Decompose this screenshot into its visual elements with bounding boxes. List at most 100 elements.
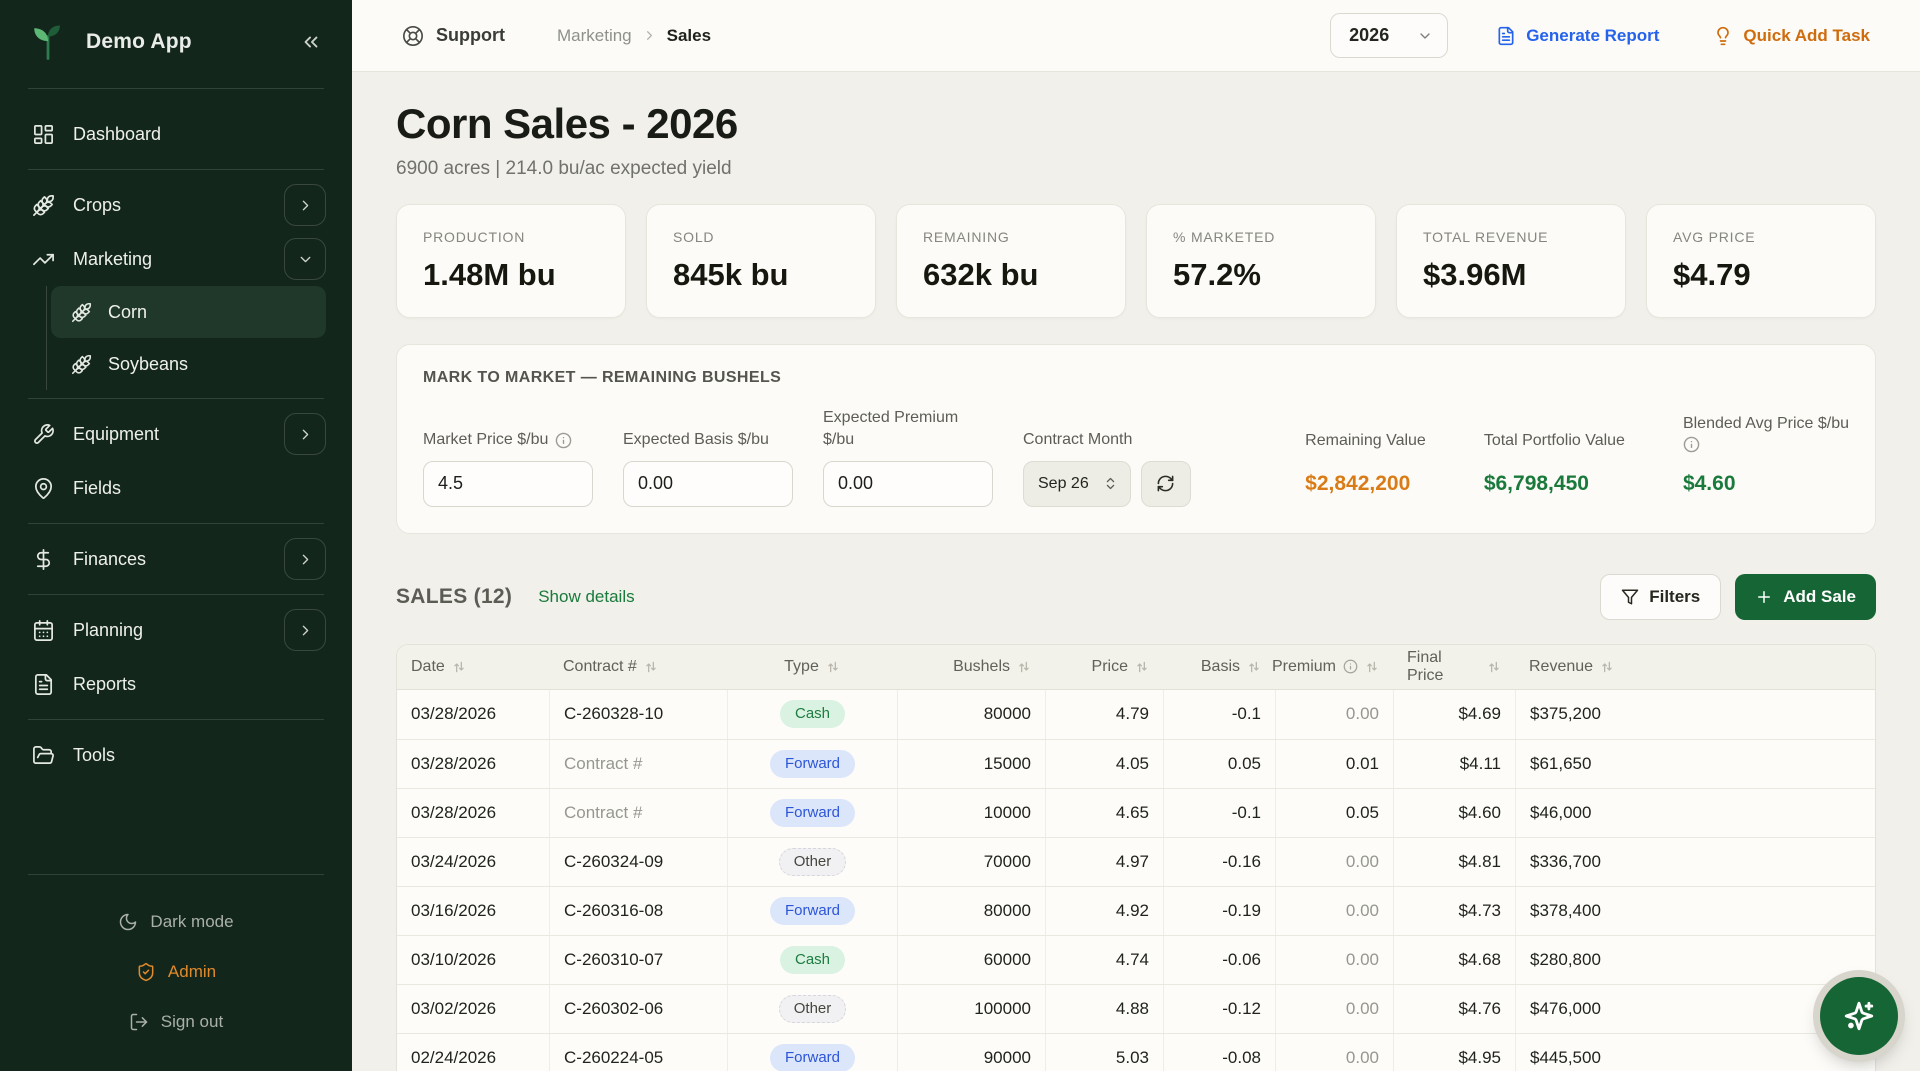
sidebar-item-label: Finances — [73, 548, 147, 569]
cell-type: Other — [727, 837, 897, 886]
stat-label: PRODUCTION — [423, 229, 526, 245]
info-icon — [1343, 659, 1358, 674]
divider — [28, 169, 324, 170]
cell-price: 4.74 — [1045, 935, 1163, 984]
sign-out-button[interactable]: Sign out — [123, 1001, 229, 1043]
stat-label: SOLD — [673, 229, 715, 245]
add-sale-button[interactable]: Add Sale — [1735, 573, 1876, 620]
cell-bushels: 100000 — [897, 984, 1045, 1033]
cell-basis: -0.16 — [1163, 837, 1275, 886]
sidebar-item-dashboard[interactable]: Dashboard — [0, 107, 352, 161]
support-button[interactable]: Support — [396, 24, 511, 48]
sidebar-item-reports[interactable]: Reports — [0, 657, 352, 711]
cell-contract: Contract # — [549, 739, 727, 788]
cell-premium: 0.00 — [1275, 984, 1393, 1033]
table-row: 03/24/2026 C-260324-09 Other 70000 4.97 -0.16… — [397, 836, 1875, 886]
cell-final-price: $4.11 — [1393, 739, 1515, 788]
column-header-basis[interactable]: Basis — [1163, 645, 1275, 689]
expand-planning-button[interactable] — [284, 609, 326, 651]
sidebar-item-equipment[interactable]: Equipment — [0, 407, 352, 461]
show-details-link[interactable]: Show details — [538, 586, 635, 606]
column-header-revenue[interactable]: Revenue — [1515, 645, 1875, 689]
cell-price: 4.88 — [1045, 984, 1163, 1033]
sidebar-item-planning[interactable]: Planning — [0, 603, 352, 657]
cell-basis: 0.05 — [1163, 739, 1275, 788]
expected-basis-field: Expected Basis $/bu — [623, 429, 793, 507]
ai-assistant-fab[interactable] — [1820, 977, 1898, 1055]
cell-basis: -0.12 — [1163, 984, 1275, 1033]
sidebar-item-label: Soybeans — [108, 353, 189, 374]
type-badge: Forward — [769, 749, 855, 778]
quick-add-task-button[interactable]: Quick Add Task — [1707, 25, 1876, 47]
cell-bushels: 70000 — [897, 837, 1045, 886]
column-header-date[interactable]: Date — [397, 645, 549, 689]
column-header-contract[interactable]: Contract # — [549, 645, 727, 689]
stat-card-remaining: REMAINING 632k bu — [896, 204, 1126, 318]
expand-marketing-button[interactable] — [284, 238, 326, 280]
expected-premium-input[interactable] — [823, 460, 993, 507]
cell-price: 4.65 — [1045, 788, 1163, 837]
dark-mode-button[interactable]: Dark mode — [112, 901, 239, 943]
cell-final-price: $4.68 — [1393, 935, 1515, 984]
market-price-input[interactable] — [423, 460, 593, 507]
sort-icon — [1365, 660, 1379, 674]
cell-premium: 0.00 — [1275, 935, 1393, 984]
cell-basis: -0.06 — [1163, 935, 1275, 984]
expand-finances-button[interactable] — [284, 538, 326, 580]
refresh-button[interactable] — [1140, 460, 1191, 507]
cell-type: Forward — [727, 886, 897, 935]
cell-premium: 0.05 — [1275, 788, 1393, 837]
stat-label: TOTAL REVENUE — [1423, 229, 1549, 245]
column-header-bushels[interactable]: Bushels — [897, 645, 1045, 689]
cell-premium: 0.01 — [1275, 739, 1393, 788]
expand-crops-button[interactable] — [284, 184, 326, 226]
sidebar-item-finances[interactable]: Finances — [0, 532, 352, 586]
cell-date: 03/02/2026 — [411, 998, 497, 1018]
cell-revenue: $378,400 — [1515, 886, 1875, 935]
sidebar-item-fields[interactable]: Fields — [0, 461, 352, 515]
sidebar-item-crops[interactable]: Crops — [0, 178, 352, 232]
sidebar-item-tools[interactable]: Tools — [0, 728, 352, 782]
column-header-final-price[interactable]: Final Price — [1393, 645, 1515, 689]
contract-month-select[interactable]: Sep 26 — [1023, 460, 1131, 507]
sidebar-collapse-button[interactable] — [296, 27, 326, 57]
admin-button[interactable]: Admin — [130, 951, 222, 993]
sidebar-item-soybeans[interactable]: Soybeans — [46, 338, 352, 390]
year-select[interactable]: 2026 — [1330, 13, 1449, 58]
stat-value: 1.48M bu — [423, 257, 556, 292]
market-price-field: Market Price $/bu — [423, 429, 593, 507]
refresh-icon — [1156, 474, 1175, 493]
sidebar-item-label: Dashboard — [73, 123, 162, 144]
sort-icon — [1017, 660, 1031, 674]
breadcrumb-sales: Sales — [666, 25, 712, 45]
cell-premium: 0.00 — [1275, 689, 1393, 739]
funnel-icon — [1621, 588, 1639, 606]
cell-revenue: $336,700 — [1515, 837, 1875, 886]
column-header-type[interactable]: Type — [727, 645, 897, 689]
stat-card-total-revenue: TOTAL REVENUE $3.96M — [1396, 204, 1626, 318]
divider — [28, 398, 324, 399]
cell-final-price: $4.69 — [1393, 689, 1515, 739]
column-header-price[interactable]: Price — [1045, 645, 1163, 689]
sidebar-item-corn[interactable]: Corn — [46, 286, 352, 338]
type-badge: Other — [778, 994, 847, 1023]
cell-premium: 0.00 — [1275, 886, 1393, 935]
filters-button[interactable]: Filters — [1600, 573, 1722, 620]
sidebar-footer: Dark mode Admin Sign out — [0, 883, 352, 1071]
sales-table-body: 03/28/2026 C-260328-10 Cash 80000 4.79 -0.1 0.… — [397, 689, 1875, 1071]
cell-price: 4.79 — [1045, 689, 1163, 739]
map-pin-icon — [32, 477, 55, 500]
cell-contract: C-260324-09 — [549, 837, 727, 886]
column-header-premium[interactable]: Premium — [1272, 645, 1393, 689]
info-icon — [1683, 436, 1849, 453]
cell-bushels: 80000 — [897, 886, 1045, 935]
log-out-icon — [129, 1012, 149, 1032]
plus-icon — [1755, 588, 1773, 606]
sidebar-item-marketing[interactable]: Marketing — [0, 232, 352, 286]
generate-report-button[interactable]: Generate Report — [1490, 25, 1665, 47]
breadcrumb-marketing[interactable]: Marketing — [557, 25, 632, 45]
cell-type: Other — [727, 984, 897, 1033]
expand-equipment-button[interactable] — [284, 413, 326, 455]
expected-basis-input[interactable] — [623, 460, 793, 507]
chevron-down-icon — [297, 251, 314, 268]
